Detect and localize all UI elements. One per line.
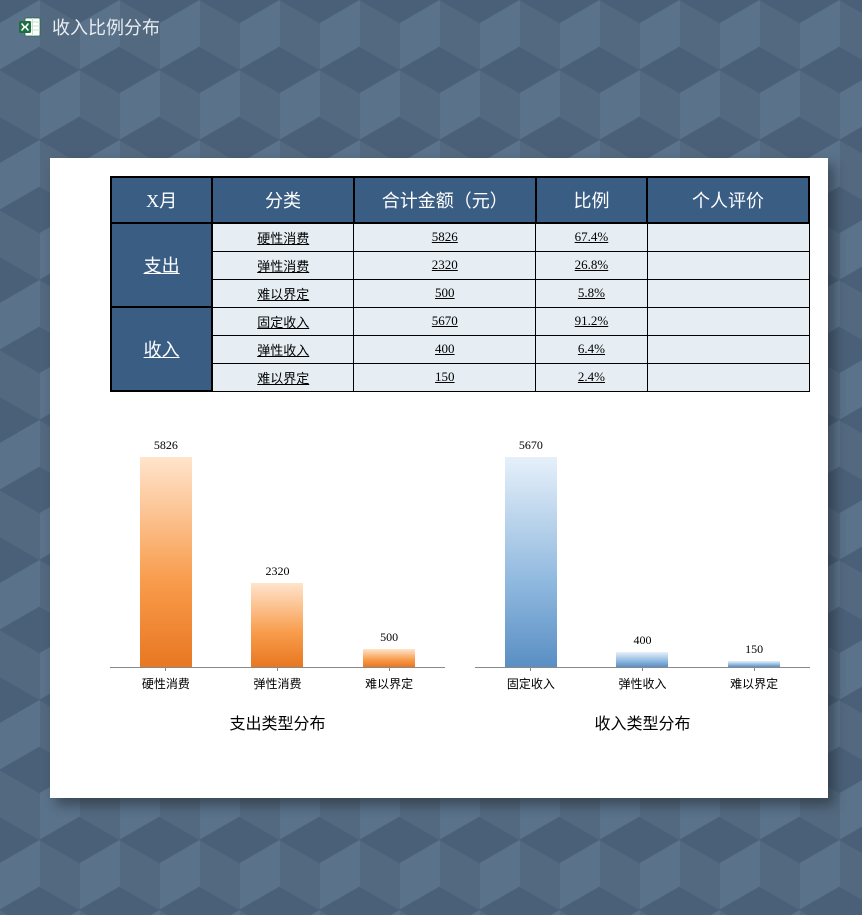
expense-chart-title: 支出类型分布 — [110, 710, 445, 734]
cell-ratio[interactable]: 91.2% — [536, 307, 647, 335]
cell-category[interactable]: 固定收入 — [212, 307, 354, 335]
expense-bars: 5826 2320 500 — [110, 438, 445, 668]
table-row[interactable]: 难以界定 500 5.8% — [111, 279, 809, 307]
cell-category[interactable]: 弹性收入 — [212, 335, 354, 363]
x-label: 硬性消费 — [142, 675, 190, 692]
table-row[interactable]: 支出 硬性消费 5826 67.4% — [111, 223, 809, 251]
table-row[interactable]: 弹性收入 400 6.4% — [111, 335, 809, 363]
x-label: 固定收入 — [507, 675, 555, 692]
cell-eval[interactable] — [647, 363, 809, 391]
cell-eval[interactable] — [647, 279, 809, 307]
income-chart-area: 5670 400 150 — [475, 422, 810, 692]
th-category: 分类 — [212, 177, 354, 223]
cell-amount[interactable]: 2320 — [354, 251, 536, 279]
cell-ratio[interactable]: 67.4% — [536, 223, 647, 251]
x-axis-labels: 硬性消费 弹性消费 难以界定 — [110, 675, 445, 692]
income-bars: 5670 400 150 — [475, 438, 810, 668]
cell-ratio[interactable]: 26.8% — [536, 251, 647, 279]
cell-ratio[interactable]: 5.8% — [536, 279, 647, 307]
summary-table: X月 分类 合计金额（元） 比例 个人评价 支出 硬性消费 5826 67.4%… — [110, 176, 810, 392]
bar — [251, 583, 303, 667]
bar-group: 400 — [587, 438, 698, 667]
x-axis-labels: 固定收入 弹性收入 难以界定 — [475, 675, 810, 692]
expense-chart: 5826 2320 500 — [110, 422, 445, 734]
table-row[interactable]: 收入 固定收入 5670 91.2% — [111, 307, 809, 335]
income-chart-title: 收入类型分布 — [475, 710, 810, 734]
bar-value: 2320 — [265, 564, 289, 579]
cell-eval[interactable] — [647, 307, 809, 335]
cell-eval[interactable] — [647, 335, 809, 363]
group-label-income: 收入 — [111, 307, 212, 391]
bar-group: 150 — [699, 438, 810, 667]
expense-chart-area: 5826 2320 500 — [110, 422, 445, 692]
bar-group: 2320 — [222, 438, 333, 667]
x-label: 弹性收入 — [618, 675, 666, 692]
table-row[interactable]: 弹性消费 2320 26.8% — [111, 251, 809, 279]
cell-ratio[interactable]: 6.4% — [536, 335, 647, 363]
th-amount: 合计金额（元） — [354, 177, 536, 223]
cell-eval[interactable] — [647, 223, 809, 251]
group-label-expense: 支出 — [111, 223, 212, 307]
bar — [505, 457, 557, 667]
bar-value: 400 — [633, 633, 651, 648]
cell-category[interactable]: 难以界定 — [212, 363, 354, 391]
sheet: X月 分类 合计金额（元） 比例 个人评价 支出 硬性消费 5826 67.4%… — [50, 158, 828, 798]
x-label: 难以界定 — [365, 675, 413, 692]
cell-category[interactable]: 弹性消费 — [212, 251, 354, 279]
sheet-wrapper: X月 分类 合计金额（元） 比例 个人评价 支出 硬性消费 5826 67.4%… — [50, 158, 828, 798]
charts-row: 5826 2320 500 — [110, 422, 810, 734]
cell-eval[interactable] — [647, 251, 809, 279]
title-bar: 收入比例分布 — [0, 0, 862, 54]
cell-amount[interactable]: 5670 — [354, 307, 536, 335]
income-chart: 5670 400 150 — [475, 422, 810, 734]
bar-group: 500 — [334, 438, 445, 667]
app-title: 收入比例分布 — [52, 14, 160, 40]
bar — [616, 652, 668, 667]
bar-group: 5670 — [476, 438, 587, 667]
bar-value: 150 — [745, 642, 763, 657]
cell-category[interactable]: 难以界定 — [212, 279, 354, 307]
x-label: 难以界定 — [730, 675, 778, 692]
cell-amount[interactable]: 400 — [354, 335, 536, 363]
cell-amount[interactable]: 150 — [354, 363, 536, 391]
x-label: 弹性消费 — [253, 675, 301, 692]
bar-value: 5826 — [154, 438, 178, 453]
th-ratio: 比例 — [536, 177, 647, 223]
bar-value: 500 — [380, 630, 398, 645]
th-evaluation: 个人评价 — [647, 177, 809, 223]
bar-value: 5670 — [519, 438, 543, 453]
cell-amount[interactable]: 5826 — [354, 223, 536, 251]
bar — [140, 457, 192, 667]
cell-amount[interactable]: 500 — [354, 279, 536, 307]
table-row[interactable]: 难以界定 150 2.4% — [111, 363, 809, 391]
th-month: X月 — [111, 177, 212, 223]
bar-group: 5826 — [111, 438, 222, 667]
table-header-row: X月 分类 合计金额（元） 比例 个人评价 — [111, 177, 809, 223]
cell-ratio[interactable]: 2.4% — [536, 363, 647, 391]
cell-category[interactable]: 硬性消费 — [212, 223, 354, 251]
excel-icon — [18, 15, 42, 39]
bar — [363, 649, 415, 667]
